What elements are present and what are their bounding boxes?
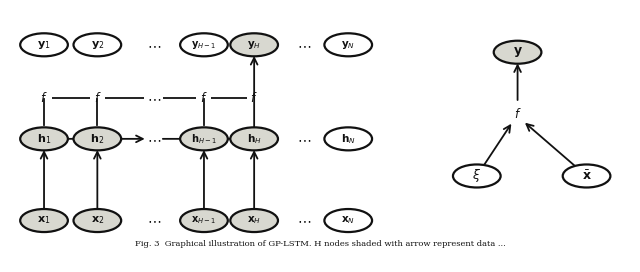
Text: $\mathbf{h}_1$: $\mathbf{h}_1$ [37, 132, 51, 146]
Text: $\mathbf{y}_1$: $\mathbf{y}_1$ [37, 39, 51, 51]
Ellipse shape [230, 33, 278, 56]
Ellipse shape [230, 127, 278, 150]
Text: $\mathbf{y}_{N}$: $\mathbf{y}_{N}$ [341, 39, 355, 51]
Text: $\cdots$: $\cdots$ [147, 38, 161, 52]
Text: $\bar{\mathbf{x}}$: $\bar{\mathbf{x}}$ [582, 169, 591, 183]
Ellipse shape [230, 209, 278, 232]
Text: $f$: $f$ [93, 91, 101, 105]
Text: $\mathbf{x}_2$: $\mathbf{x}_2$ [91, 215, 104, 226]
Ellipse shape [493, 41, 541, 64]
Ellipse shape [563, 165, 611, 187]
Text: $\mathbf{h}_2$: $\mathbf{h}_2$ [90, 132, 104, 146]
Text: $\mathbf{y}$: $\mathbf{y}$ [513, 45, 522, 59]
Text: $\mathbf{x}_1$: $\mathbf{x}_1$ [37, 215, 51, 226]
Text: $\cdots$: $\cdots$ [147, 214, 161, 228]
Text: $\xi$: $\xi$ [472, 168, 481, 184]
Text: $\mathbf{x}_{H-1}$: $\mathbf{x}_{H-1}$ [191, 215, 217, 226]
Text: $\mathbf{h}_{H}$: $\mathbf{h}_{H}$ [247, 132, 262, 146]
Text: $\mathbf{y}_{H}$: $\mathbf{y}_{H}$ [247, 39, 261, 51]
Text: $\mathbf{x}_{H}$: $\mathbf{x}_{H}$ [247, 215, 261, 226]
Ellipse shape [180, 33, 228, 56]
Ellipse shape [324, 33, 372, 56]
Text: $\cdots$: $\cdots$ [147, 91, 161, 105]
Ellipse shape [20, 209, 68, 232]
Ellipse shape [74, 33, 121, 56]
Text: $\mathbf{y}_2$: $\mathbf{y}_2$ [91, 39, 104, 51]
Ellipse shape [20, 33, 68, 56]
Ellipse shape [74, 127, 121, 150]
Text: $f$: $f$ [514, 107, 522, 121]
Text: $\mathbf{y}_{H-1}$: $\mathbf{y}_{H-1}$ [191, 39, 217, 51]
Text: $f$: $f$ [250, 91, 258, 105]
Text: Fig. 3  Graphical illustration of GP-LSTM. H nodes shaded with arrow represent d: Fig. 3 Graphical illustration of GP-LSTM… [134, 240, 506, 248]
Text: $\cdots$: $\cdots$ [147, 132, 161, 146]
Ellipse shape [180, 127, 228, 150]
Text: $\mathbf{h}_{N}$: $\mathbf{h}_{N}$ [341, 132, 356, 146]
Text: $\mathbf{h}_{H-1}$: $\mathbf{h}_{H-1}$ [191, 132, 217, 146]
Text: $\cdots$: $\cdots$ [297, 38, 312, 52]
Ellipse shape [324, 127, 372, 150]
Ellipse shape [20, 127, 68, 150]
Ellipse shape [324, 209, 372, 232]
Text: $f$: $f$ [40, 91, 48, 105]
Ellipse shape [74, 209, 121, 232]
Ellipse shape [453, 165, 500, 187]
Text: $f$: $f$ [200, 91, 208, 105]
Text: $\mathbf{x}_{N}$: $\mathbf{x}_{N}$ [341, 215, 355, 226]
Ellipse shape [180, 209, 228, 232]
Text: $\cdots$: $\cdots$ [297, 214, 312, 228]
Text: $\cdots$: $\cdots$ [297, 132, 312, 146]
